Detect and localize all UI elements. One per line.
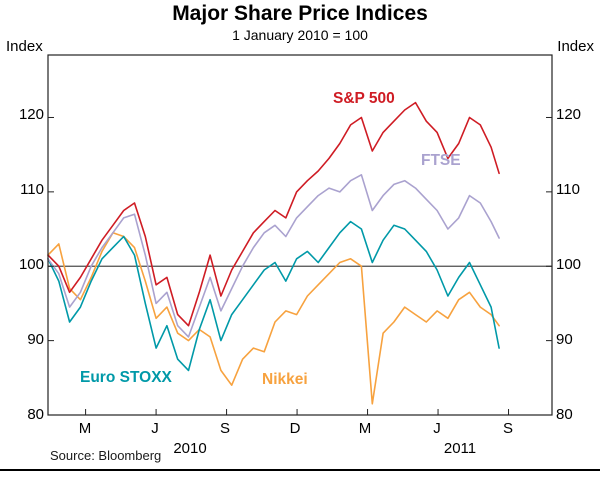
series-label-sp500: S&P 500 — [333, 90, 395, 107]
y-tick-label-right: 110 — [556, 181, 580, 198]
y-tick-label-left: 80 — [27, 406, 44, 423]
x-tick-label: J — [151, 420, 159, 437]
x-tick-label: M — [358, 420, 372, 437]
series-line-ftse — [47, 174, 500, 338]
y-tick-label-left: 100 — [18, 256, 44, 273]
x-tick-label: D — [289, 420, 301, 437]
y-tick-label-right: 90 — [556, 331, 573, 348]
y-tick-label-left: 120 — [18, 106, 44, 123]
y-tick-label-left: 90 — [27, 331, 44, 348]
y-tick-label-right: 100 — [556, 256, 582, 273]
year-label-2010: 2010 — [173, 440, 207, 457]
x-tick-label: S — [219, 420, 230, 437]
x-tick-label: S — [502, 420, 513, 437]
bottom-rule — [0, 469, 600, 471]
source-note: Source: Bloomberg — [50, 448, 162, 463]
y-axis-unit-right: Index — [557, 38, 594, 55]
y-axis-unit-left: Index — [6, 38, 43, 55]
series-line-euro-stoxx — [47, 220, 500, 372]
series-label-ftse: FTSE — [421, 152, 461, 169]
series-label-nikkei: Nikkei — [262, 371, 308, 388]
y-tick-label-right: 80 — [556, 406, 573, 423]
y-tick-label-right: 120 — [556, 106, 582, 123]
plot-border — [47, 54, 553, 416]
year-label-2011: 2011 — [443, 440, 477, 457]
x-tick-label: J — [433, 420, 441, 437]
chart-subtitle: 1 January 2010 = 100 — [232, 27, 368, 43]
series-line-s-p-500 — [47, 101, 500, 327]
y-tick-label-left: 110 — [20, 181, 44, 198]
series-label-eurostoxx: Euro STOXX — [80, 369, 172, 386]
chart-title: Major Share Price Indices — [172, 2, 428, 25]
x-tick-label: M — [78, 420, 92, 437]
